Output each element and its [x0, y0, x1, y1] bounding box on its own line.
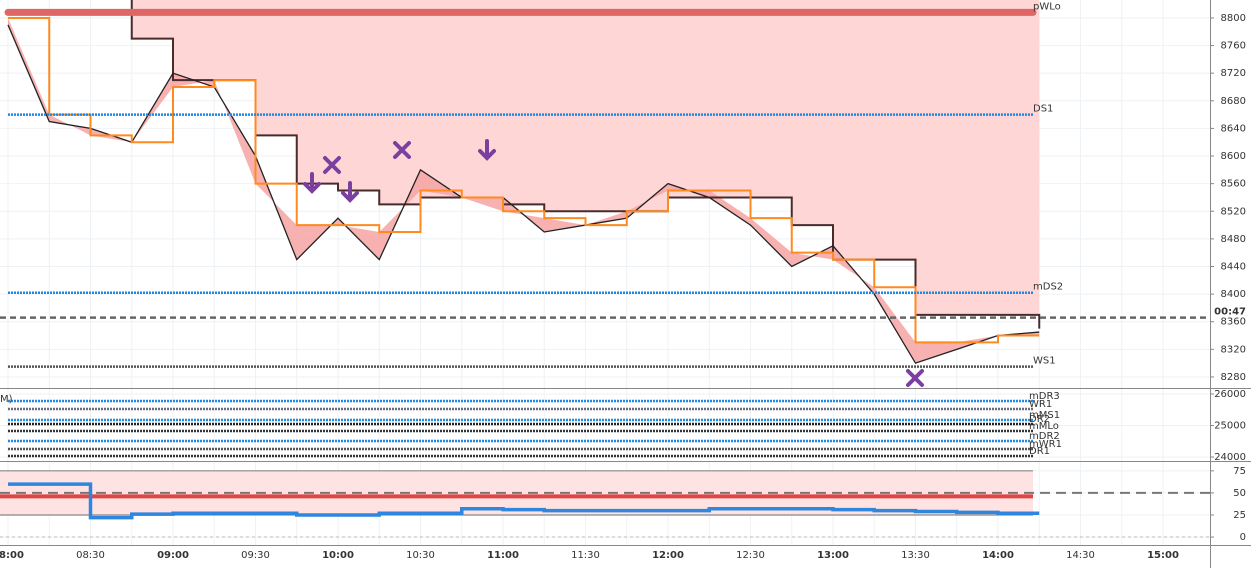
price-line [7, 24, 1040, 364]
x-tick-label: 11:00 [487, 550, 519, 561]
x-tick-label: 11:30 [571, 550, 600, 561]
x-tick-label: 13:00 [817, 550, 849, 561]
level-label: mWR1 [1029, 439, 1062, 450]
y-tick-label: 24000 [1214, 452, 1246, 463]
y-tick-label: 8520 [1221, 206, 1246, 217]
level-label: mDR3 [1029, 391, 1060, 402]
x-tick-label: 15:00 [1147, 550, 1179, 561]
y-tick-label: 25 [1233, 510, 1246, 521]
panel-0 [7, 0, 1041, 364]
y-tick-label: 50 [1233, 488, 1246, 499]
y-tick-label: 8680 [1221, 96, 1246, 107]
down-arrow [303, 172, 321, 194]
level-label: mDS2 [1033, 282, 1063, 293]
y-tick-label: 8720 [1221, 68, 1246, 79]
x-marker [906, 369, 924, 387]
x-tick-label: 08:00 [0, 550, 24, 561]
indicator-label: M) [0, 394, 13, 405]
y-tick-label: 8600 [1221, 151, 1246, 162]
level-label: DS1 [1033, 104, 1053, 115]
y-tick-label: 8640 [1221, 123, 1246, 134]
y-tick-label: 8560 [1221, 179, 1246, 190]
level-label: mMLo [1029, 421, 1059, 432]
y-tick-label: 8760 [1221, 41, 1246, 52]
resistance-area [8, 0, 1040, 329]
moving-average [8, 16, 1040, 344]
x-tick-label: 13:30 [901, 550, 930, 561]
x-tick-label: 08:30 [76, 550, 105, 561]
oscillator-line [8, 482, 1040, 520]
x-marker [323, 156, 341, 174]
signal-markers [303, 139, 924, 387]
x-tick-label: 14:30 [1066, 550, 1095, 561]
x-tick-label: 10:30 [406, 550, 435, 561]
x-marker [393, 141, 411, 159]
y-tick-label: 26000 [1214, 389, 1246, 400]
x-tick-label: 09:00 [157, 550, 189, 561]
y-tick-label: 8320 [1221, 344, 1246, 355]
down-arrow [341, 181, 359, 203]
y-tick-label: 25000 [1214, 421, 1246, 432]
down-arrow [478, 139, 496, 161]
y-tick-label: 8480 [1221, 234, 1246, 245]
level-label: mDR2 [1029, 431, 1060, 442]
y-tick-label: 8280 [1221, 372, 1246, 383]
level-label: DR1 [1029, 446, 1050, 457]
y-tick-label: 8360 [1221, 317, 1246, 328]
level-label: pWLo [1033, 1, 1061, 12]
x-tick-label: 09:30 [241, 550, 270, 561]
y-tick-label: 8800 [1221, 13, 1246, 24]
level-label: WS1 [1033, 356, 1056, 367]
x-tick-label: 12:30 [736, 550, 765, 561]
x-tick-label: 14:00 [982, 550, 1014, 561]
level-label: mMS1 [1029, 410, 1060, 421]
x-tick-label: 12:00 [652, 550, 684, 561]
x-tick-label: 10:00 [322, 550, 354, 561]
y-tick-label: 0 [1240, 532, 1246, 543]
y-tick-label: 8440 [1221, 261, 1246, 272]
y-tick-label: 8400 [1221, 289, 1246, 300]
level-label: WR1 [1029, 399, 1052, 410]
level-label: DR2 [1029, 414, 1050, 425]
y-tick-label: 75 [1233, 466, 1246, 477]
panel-2 [0, 470, 1210, 538]
countdown-label: 00:47 [1214, 307, 1246, 318]
